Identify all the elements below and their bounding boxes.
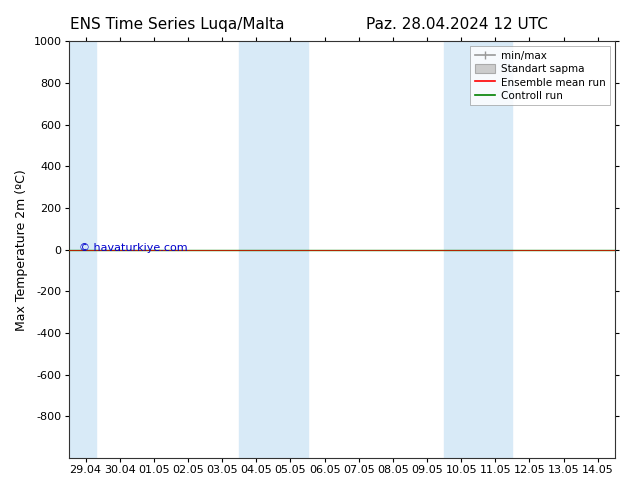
Legend: min/max, Standart sapma, Ensemble mean run, Controll run: min/max, Standart sapma, Ensemble mean r…: [470, 47, 610, 105]
Bar: [239, 41, 307, 458]
Bar: [444, 41, 512, 458]
Y-axis label: Max Temperature 2m (ºC): Max Temperature 2m (ºC): [15, 169, 28, 331]
Bar: [68, 41, 96, 458]
Text: ENS Time Series Luqa/Malta: ENS Time Series Luqa/Malta: [70, 17, 285, 32]
Text: © havaturkiye.com: © havaturkiye.com: [79, 243, 188, 252]
Text: Paz. 28.04.2024 12 UTC: Paz. 28.04.2024 12 UTC: [366, 17, 547, 32]
